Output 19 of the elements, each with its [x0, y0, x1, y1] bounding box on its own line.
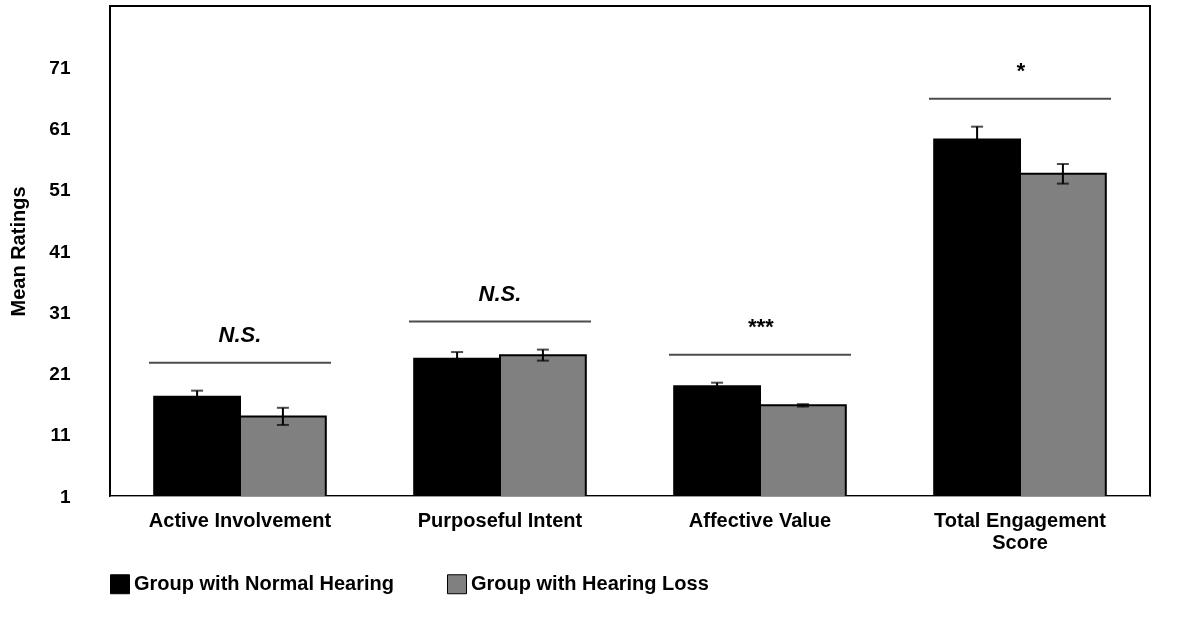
- y-tick-label: 71: [49, 56, 71, 78]
- x-tick-label: Active Involvement: [148, 508, 332, 531]
- legend-label: Group with Normal Hearing: [134, 572, 395, 595]
- y-tick-label: 11: [50, 424, 71, 446]
- annotation: N.S.: [218, 321, 262, 347]
- y-tick-label: 31: [49, 301, 71, 323]
- y-tick-label: 51: [49, 179, 71, 201]
- annotation: ***: [747, 313, 775, 339]
- annotation: N.S.: [478, 280, 522, 306]
- y-tick-label: 21: [49, 363, 71, 384]
- y-axis-title: Mean Ratings: [7, 186, 30, 317]
- x-tick-label: Purposeful Intent: [417, 508, 583, 531]
- x-tick-label: Total Engagement Score: [934, 508, 1107, 553]
- y-tick-label: 61: [49, 118, 71, 139]
- annotation: *: [1015, 57, 1026, 83]
- y-tick-label: 1: [59, 485, 71, 507]
- legend-label: Group with Hearing Loss: [471, 572, 709, 595]
- x-tick-label: Affective Value: [688, 508, 832, 531]
- y-tick-label: 41: [49, 240, 71, 262]
